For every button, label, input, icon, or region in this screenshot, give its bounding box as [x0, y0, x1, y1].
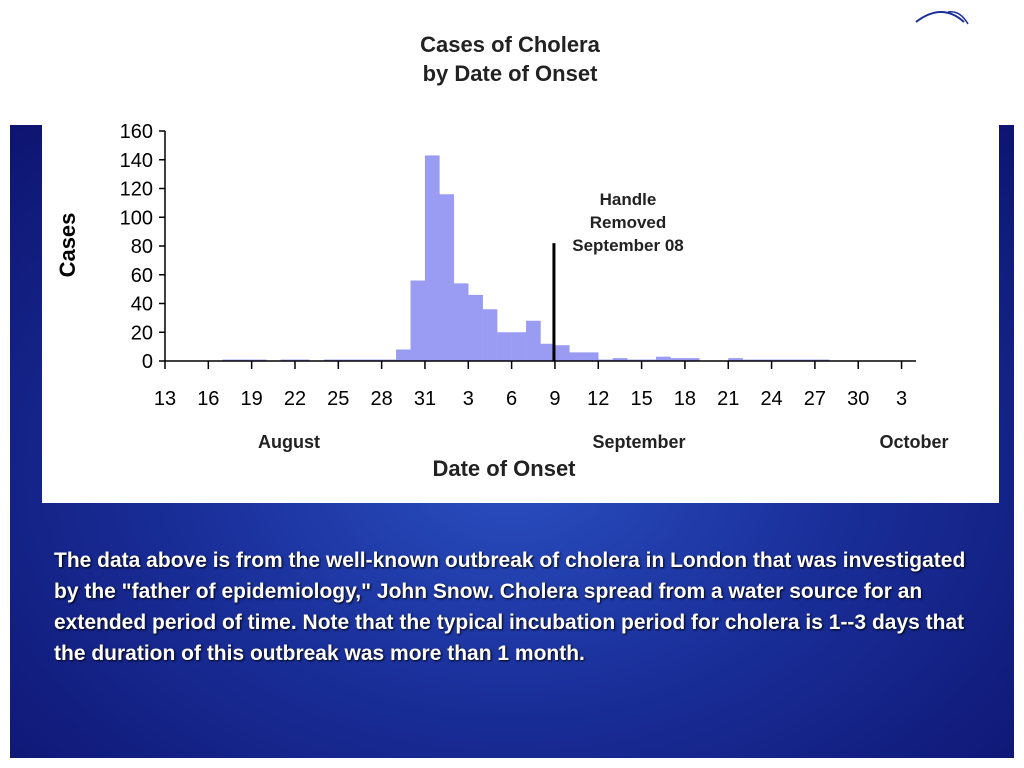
x-axis-label: Date of Onset: [432, 456, 576, 481]
x-tick-label-17: 3: [896, 388, 907, 410]
y-tick-label-60: 60: [131, 265, 153, 287]
x-tick-label-5: 28: [371, 388, 393, 410]
x-tick-label-14: 24: [760, 388, 782, 410]
bar-31: [612, 358, 628, 361]
x-tick-label-15: 27: [804, 388, 826, 410]
month-label-august: August: [258, 432, 320, 452]
y-tick-label-20: 20: [131, 322, 153, 344]
bar-35: [670, 358, 686, 361]
x-tick-label-2: 19: [241, 388, 263, 410]
arc-logo-icon: [915, 11, 969, 25]
y-tick-label-120: 120: [120, 179, 153, 201]
bar-20: [453, 283, 469, 361]
y-axis-label: Cases: [55, 213, 80, 278]
bar-34: [656, 356, 671, 361]
y-tick-label-100: 100: [120, 207, 153, 229]
y-tick-label-80: 80: [131, 236, 153, 258]
bar-36: [684, 358, 700, 361]
bar-21: [468, 294, 483, 361]
x-tick-label-10: 12: [587, 388, 609, 410]
chart-title-line-2: by Date of Onset: [423, 61, 598, 86]
bar-25: [526, 320, 541, 361]
bar-39: [728, 358, 743, 361]
bar-29: [583, 352, 599, 361]
bar-19: [439, 194, 455, 361]
chart-panel: Cases of Cholera by Date of Onset 0 20 40 6…: [42, 0, 999, 503]
bar-17: [410, 280, 426, 361]
x-tick-label-16: 30: [847, 388, 869, 410]
chart-title-line-1: Cases of Cholera: [420, 32, 600, 57]
x-tick-label-4: 25: [327, 388, 349, 410]
bar-28: [569, 352, 585, 361]
bar-27: [554, 345, 570, 361]
x-tick-label-8: 6: [506, 388, 517, 410]
month-label-september: September: [592, 432, 685, 452]
x-tick-label-0: 13: [154, 388, 176, 410]
x-tick-label-9: 9: [549, 388, 560, 410]
y-tick-label-140: 140: [120, 150, 153, 172]
bar-22: [482, 309, 498, 361]
x-tick-label-12: 18: [674, 388, 696, 410]
x-tick-label-7: 3: [463, 388, 474, 410]
bar-24: [511, 332, 527, 361]
bar-18: [424, 155, 440, 361]
x-tick-label-11: 15: [630, 388, 652, 410]
bar-26: [540, 343, 556, 361]
bar-16: [396, 349, 411, 361]
month-label-october: October: [879, 432, 948, 452]
cholera-chart: Cases of Cholera by Date of Onset 0 20 40 6…: [55, 32, 949, 481]
slide-caption: The data above is from the well-known ou…: [54, 549, 966, 665]
bar-23: [497, 332, 512, 361]
x-tick-label-1: 16: [197, 388, 219, 410]
annotation-line-1: Handle: [600, 190, 657, 209]
x-tick-label-3: 22: [284, 388, 306, 410]
y-tick-label-40: 40: [131, 294, 153, 316]
annotation-line-2: Removed: [590, 213, 667, 232]
x-tick-label-6: 31: [414, 388, 436, 410]
annotation-line-3: September 08: [572, 236, 684, 255]
x-tick-label-13: 21: [717, 388, 739, 410]
chart-title: Cases of Cholera by Date of Onset: [420, 32, 600, 86]
y-tick-label-0: 0: [142, 351, 153, 373]
y-tick-label-160: 160: [120, 121, 153, 143]
